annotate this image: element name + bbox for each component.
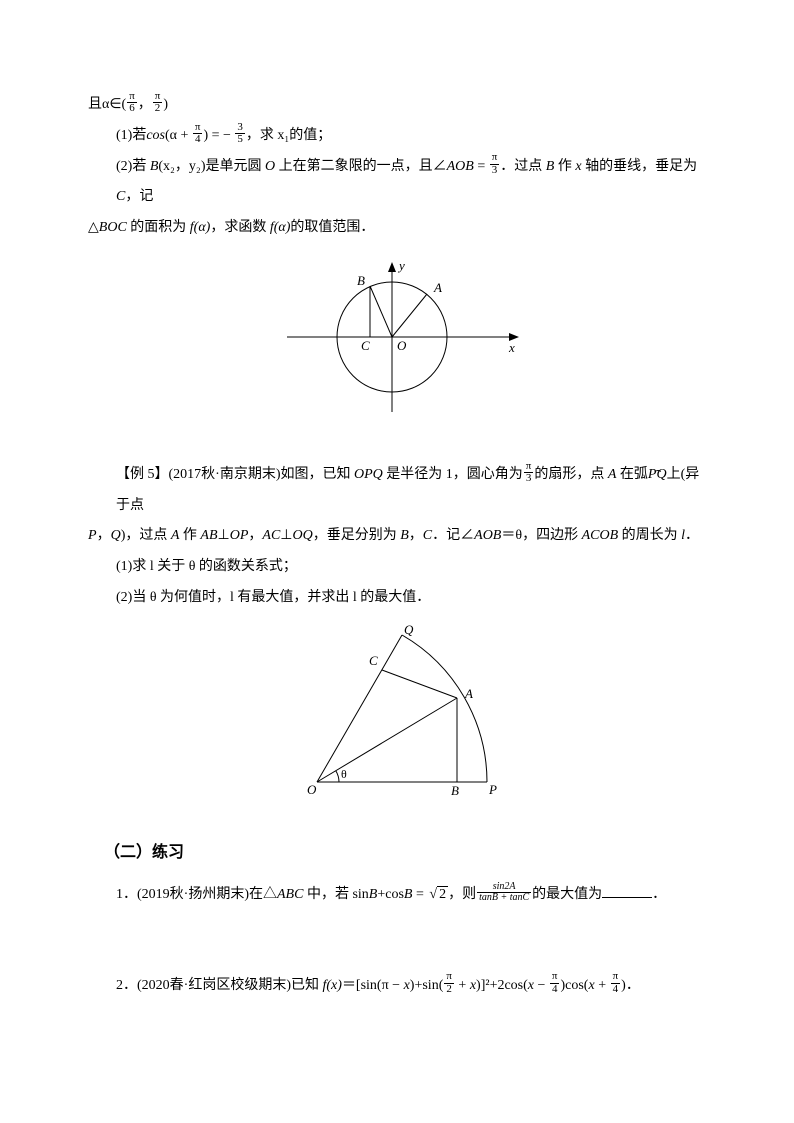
arc-PQ	[402, 635, 487, 782]
practice-2: 2．(2020春·红岗区校级期末)已知 f(x)＝[sin(π − x)+sin…	[88, 971, 706, 1002]
diagram-unit-circle: A B C O x y	[88, 252, 706, 440]
label-B: B	[357, 273, 365, 288]
label-B: B	[451, 783, 459, 798]
example-5-q2: (2)当 θ 为何值时，l 有最大值，并求出 l 的最大值．	[88, 583, 706, 614]
segment-OA	[392, 294, 427, 337]
text: ，求 x₁的值；	[246, 128, 331, 143]
segment-AC	[382, 670, 457, 698]
angle-theta-arc	[336, 770, 339, 781]
segment-OQ	[317, 635, 402, 782]
example-5-line1: 【例 5】(2017秋·南京期末)如图，已知 OPQ 是半径为 1，圆心角为π3…	[88, 460, 706, 522]
diagram-sector: O P Q A B C θ	[88, 622, 706, 815]
segment-OA	[317, 698, 457, 782]
label-C: C	[361, 338, 370, 353]
example-5-line2: P，Q)，过点 A 作 AB⊥OP，AC⊥OQ，垂足分别为 B，C．记∠AOB＝…	[88, 521, 706, 552]
label-theta: θ	[341, 767, 347, 781]
fraction: π4	[550, 971, 560, 995]
question-2-line2: △BOC 的面积为 f(α)，求函数 f(α)的取值范围．	[88, 213, 706, 244]
label-O: O	[397, 338, 407, 353]
fraction: π4	[611, 971, 621, 995]
practice-1: 1．(2019秋·扬州期末)在△ABC 中，若 sinB+cosB = 2，则s…	[88, 880, 706, 911]
fraction: π3	[524, 461, 534, 485]
fraction: sin2AtanB + tanC	[477, 882, 531, 904]
question-1: (1)若cos(α + π4) = − 35，求 x₁的值；	[88, 121, 706, 152]
question-2-line1: (2)若 B(x₂，y₂)是单元圆 O 上在第二象限的一点，且∠AOB = π3…	[88, 152, 706, 214]
text: 且α∈(	[88, 97, 126, 112]
fraction: π2	[444, 971, 454, 995]
text: ，	[138, 97, 152, 112]
fraction: 35	[235, 122, 245, 146]
label-C: C	[369, 653, 378, 668]
fraction: π3	[490, 152, 500, 176]
label-x: x	[508, 340, 515, 355]
label-A: A	[433, 280, 442, 295]
label-Q: Q	[404, 622, 414, 637]
fraction: π4	[193, 122, 203, 146]
answer-blank	[602, 883, 652, 898]
sqrt-2: 2	[427, 880, 448, 911]
fraction: π2	[153, 91, 163, 115]
text: (1)若	[116, 128, 146, 143]
example-5-q1: (1)求 l 关于 θ 的函数关系式；	[88, 552, 706, 583]
text: )	[163, 97, 168, 112]
label-y: y	[397, 258, 405, 273]
segment-OB	[370, 286, 392, 337]
label-A: A	[464, 686, 473, 701]
section-2-heading: （二）练习	[88, 835, 706, 870]
label-O: O	[307, 782, 317, 797]
arc-PQ: PQ	[648, 467, 667, 482]
paragraph-alpha-range: 且α∈(π6，π2)	[88, 90, 706, 121]
text: (α +	[165, 128, 192, 143]
label-P: P	[488, 782, 497, 797]
cos: cos	[146, 128, 165, 143]
fraction: π6	[127, 91, 137, 115]
text: ) = −	[203, 128, 234, 143]
